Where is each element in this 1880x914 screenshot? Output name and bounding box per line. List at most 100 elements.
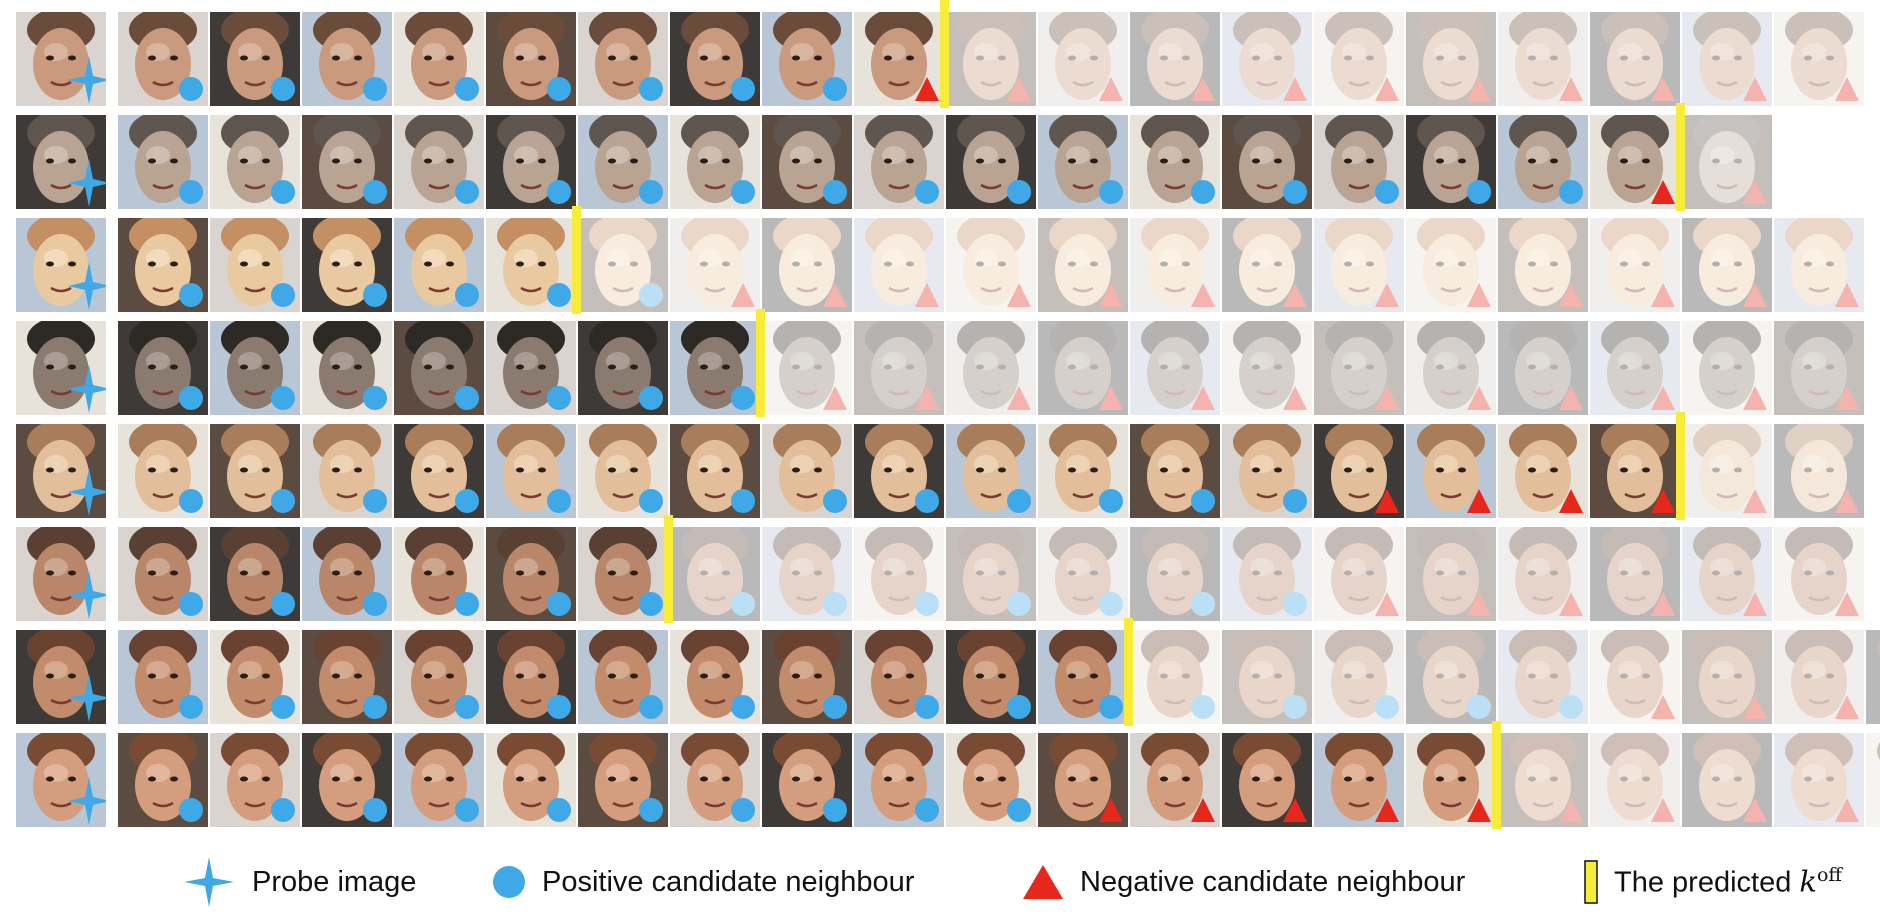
positive-circle-icon — [731, 592, 755, 616]
candidate-neighbour-image — [1130, 218, 1220, 312]
candidate-neighbour-image — [1038, 630, 1128, 724]
face-image — [854, 12, 944, 106]
positive-circle-icon — [547, 180, 571, 204]
negative-triangle-icon — [1651, 489, 1675, 513]
probe-image — [16, 12, 106, 106]
positive-circle-icon — [271, 180, 295, 204]
positive-circle-icon — [1007, 180, 1031, 204]
face-image — [1038, 218, 1128, 312]
positive-circle-icon — [1467, 695, 1491, 719]
positive-circle-icon — [1375, 695, 1399, 719]
face-image — [1314, 733, 1404, 827]
candidate-neighbour-image — [302, 321, 392, 415]
face-image — [394, 630, 484, 724]
candidate-neighbour-image — [1498, 321, 1588, 415]
face-image — [394, 424, 484, 518]
positive-circle-icon — [363, 386, 387, 410]
positive-circle-icon — [455, 489, 479, 513]
candidate-neighbour-image — [210, 527, 300, 621]
face-image — [670, 12, 760, 106]
legend-positive-label: Positive candidate neighbour — [542, 865, 915, 898]
candidate-neighbour-image — [1406, 321, 1496, 415]
negative-triangle-icon — [1651, 798, 1675, 822]
candidate-neighbour-image — [1590, 12, 1680, 106]
candidate-neighbour-image — [1774, 733, 1864, 827]
face-image — [1038, 733, 1128, 827]
candidate-neighbour-image — [486, 12, 576, 106]
face-image — [1222, 527, 1312, 621]
candidate-neighbour-image — [486, 321, 576, 415]
negative-triangle-icon — [1651, 386, 1675, 410]
candidate-neighbour-image — [578, 115, 668, 209]
negative-triangle-icon — [1007, 386, 1031, 410]
positive-circle-icon — [455, 798, 479, 822]
positive-circle-icon — [271, 695, 295, 719]
negative-triangle-icon — [1099, 283, 1123, 307]
face-image — [118, 321, 208, 415]
candidate-neighbour-image — [1314, 630, 1404, 724]
face-image — [670, 424, 760, 518]
face-image — [1314, 527, 1404, 621]
face-image — [578, 12, 668, 106]
candidate-neighbour-image — [1406, 527, 1496, 621]
negative-triangle-icon — [1007, 283, 1031, 307]
negative-triangle-icon — [1651, 695, 1675, 719]
positive-circle-icon — [179, 386, 203, 410]
positive-circle-icon — [1283, 695, 1307, 719]
negative-triangle-icon — [1743, 283, 1767, 307]
face-image — [762, 218, 852, 312]
face-image — [1774, 733, 1864, 827]
candidate-neighbour-image — [302, 630, 392, 724]
face-image — [118, 527, 208, 621]
negative-triangle-icon — [1559, 798, 1583, 822]
negative-triangle-icon — [1559, 592, 1583, 616]
positive-circle-icon — [455, 386, 479, 410]
positive-circle-icon — [271, 283, 295, 307]
face-image — [670, 115, 760, 209]
candidate-neighbour-image — [1222, 321, 1312, 415]
positive-circle-icon — [179, 798, 203, 822]
probe-star-icon — [68, 777, 106, 825]
negative-triangle-icon — [1835, 77, 1859, 101]
face-image — [578, 115, 668, 209]
candidate-neighbour-image — [210, 733, 300, 827]
candidate-neighbour-image — [1498, 218, 1588, 312]
positive-circle-icon — [547, 77, 571, 101]
positive-circle-icon — [363, 489, 387, 513]
candidate-neighbour-image — [854, 218, 944, 312]
candidate-neighbour-image — [578, 321, 668, 415]
candidate-neighbour-image — [118, 527, 208, 621]
positive-circle-icon — [1559, 180, 1583, 204]
face-image — [1682, 321, 1772, 415]
candidate-neighbour-image — [1130, 733, 1220, 827]
face-image — [1038, 424, 1128, 518]
negative-triangle-icon — [1375, 283, 1399, 307]
candidate-neighbour-image — [670, 218, 760, 312]
face-image — [118, 12, 208, 106]
face-image — [118, 424, 208, 518]
negative-triangle-icon — [1283, 283, 1307, 307]
candidate-neighbour-image — [1130, 527, 1220, 621]
positive-circle-icon — [1467, 180, 1491, 204]
face-image — [1314, 424, 1404, 518]
negative-triangle-icon — [1743, 695, 1767, 719]
candidate-neighbour-image — [762, 321, 852, 415]
candidate-neighbour-image — [302, 218, 392, 312]
candidate-neighbour-image — [1498, 115, 1588, 209]
candidate-neighbour-image — [670, 12, 760, 106]
candidate-neighbour-image — [394, 630, 484, 724]
face-image — [486, 527, 576, 621]
positive-circle-icon — [639, 77, 663, 101]
candidate-neighbour-image — [1038, 321, 1128, 415]
candidate-neighbour-image — [210, 218, 300, 312]
candidate-neighbour-image — [1038, 424, 1128, 518]
face-image — [16, 527, 106, 621]
candidate-neighbour-image — [946, 218, 1036, 312]
face-image — [16, 12, 106, 106]
candidate-neighbour-image — [1498, 12, 1588, 106]
positive-circle-icon — [1007, 798, 1031, 822]
probe-star-icon — [68, 468, 106, 516]
face-image — [1590, 12, 1680, 106]
candidate-neighbour-image — [1774, 630, 1864, 724]
candidate-neighbour-image — [394, 115, 484, 209]
